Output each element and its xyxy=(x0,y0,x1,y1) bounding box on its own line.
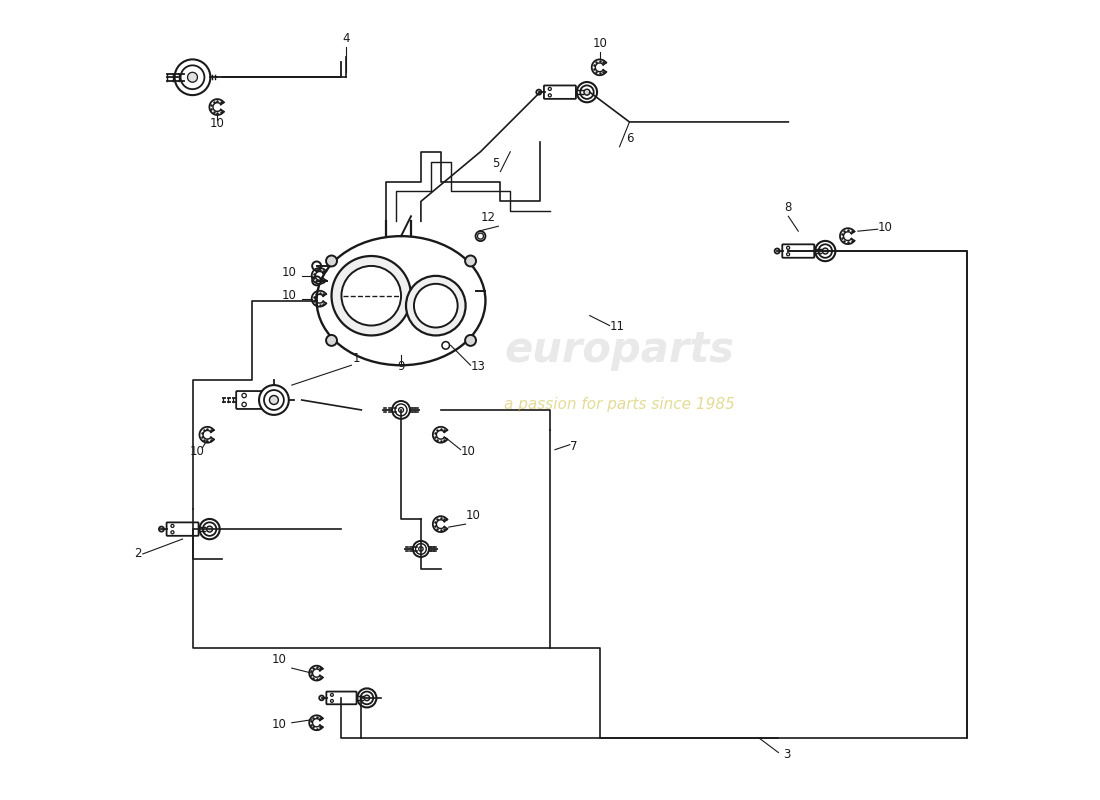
Text: 10: 10 xyxy=(592,38,607,50)
Text: 2: 2 xyxy=(134,547,142,560)
Circle shape xyxy=(537,90,541,94)
Circle shape xyxy=(395,404,407,416)
Circle shape xyxy=(465,335,476,346)
Circle shape xyxy=(548,87,551,90)
Text: 10: 10 xyxy=(272,653,287,666)
Circle shape xyxy=(414,284,458,327)
Circle shape xyxy=(242,394,246,398)
Text: 4: 4 xyxy=(343,33,350,46)
Text: 10: 10 xyxy=(190,445,205,458)
Circle shape xyxy=(361,691,373,704)
Circle shape xyxy=(258,385,289,415)
Circle shape xyxy=(818,244,832,258)
Circle shape xyxy=(412,541,429,557)
Circle shape xyxy=(207,526,212,532)
Circle shape xyxy=(398,407,404,413)
Circle shape xyxy=(326,335,337,346)
Text: 10: 10 xyxy=(282,289,297,302)
Circle shape xyxy=(465,255,476,266)
Circle shape xyxy=(576,82,597,102)
Circle shape xyxy=(364,695,370,701)
Text: 10: 10 xyxy=(878,221,892,234)
Circle shape xyxy=(584,89,590,95)
Circle shape xyxy=(406,276,465,335)
Circle shape xyxy=(202,522,217,536)
Circle shape xyxy=(158,526,164,532)
Circle shape xyxy=(330,694,333,696)
Circle shape xyxy=(475,231,485,241)
Circle shape xyxy=(815,241,835,261)
Circle shape xyxy=(419,546,424,551)
Circle shape xyxy=(477,233,484,239)
Circle shape xyxy=(341,266,402,326)
Ellipse shape xyxy=(317,236,485,366)
Circle shape xyxy=(319,695,324,700)
Circle shape xyxy=(326,255,337,266)
FancyBboxPatch shape xyxy=(327,691,356,704)
Circle shape xyxy=(180,66,205,89)
Circle shape xyxy=(270,395,278,405)
Text: a passion for parts since 1985: a passion for parts since 1985 xyxy=(504,398,735,413)
Circle shape xyxy=(312,262,321,270)
Circle shape xyxy=(199,519,220,539)
Circle shape xyxy=(187,72,198,82)
Circle shape xyxy=(786,246,790,250)
Circle shape xyxy=(358,688,376,707)
Circle shape xyxy=(392,401,410,419)
Text: 10: 10 xyxy=(272,718,287,730)
Text: 11: 11 xyxy=(609,321,625,334)
Circle shape xyxy=(580,86,594,99)
Circle shape xyxy=(330,699,333,702)
Circle shape xyxy=(264,390,284,410)
FancyBboxPatch shape xyxy=(782,244,814,258)
Text: 6: 6 xyxy=(626,132,634,145)
Circle shape xyxy=(331,256,411,335)
Circle shape xyxy=(242,402,246,406)
Text: 10: 10 xyxy=(282,266,297,279)
Text: 7: 7 xyxy=(570,440,578,453)
Text: 12: 12 xyxy=(481,211,495,224)
Circle shape xyxy=(786,253,790,256)
Text: 10: 10 xyxy=(461,445,475,458)
Circle shape xyxy=(170,530,174,534)
Circle shape xyxy=(823,248,828,254)
Circle shape xyxy=(175,59,210,95)
Circle shape xyxy=(416,543,427,554)
Circle shape xyxy=(312,276,321,286)
Text: 10: 10 xyxy=(210,117,224,130)
FancyBboxPatch shape xyxy=(543,86,576,99)
Circle shape xyxy=(170,524,174,527)
Circle shape xyxy=(548,94,551,97)
FancyBboxPatch shape xyxy=(236,391,268,409)
Text: 1: 1 xyxy=(353,352,360,366)
Text: 9: 9 xyxy=(397,360,405,374)
FancyBboxPatch shape xyxy=(166,522,199,536)
Text: 5: 5 xyxy=(492,157,499,170)
Text: europarts: europarts xyxy=(505,330,735,371)
Text: 8: 8 xyxy=(784,202,792,214)
Text: 3: 3 xyxy=(783,747,791,761)
Text: 13: 13 xyxy=(471,360,485,374)
Circle shape xyxy=(442,342,450,349)
Circle shape xyxy=(774,249,780,254)
Text: 10: 10 xyxy=(465,509,481,522)
